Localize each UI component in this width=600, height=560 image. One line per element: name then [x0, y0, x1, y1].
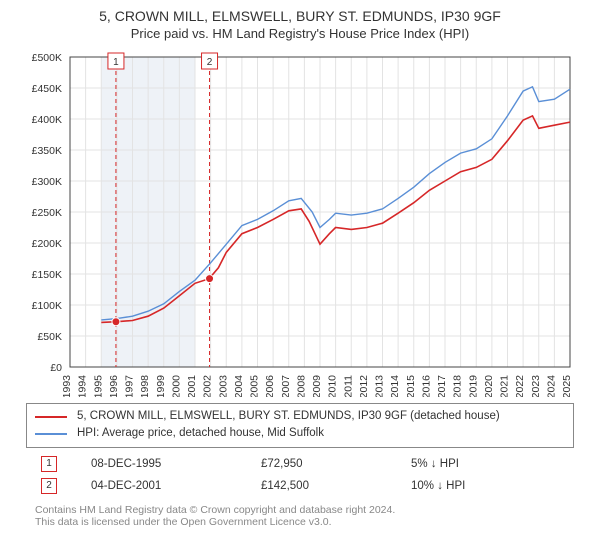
- svg-text:1993: 1993: [61, 375, 73, 397]
- svg-text:2007: 2007: [280, 375, 292, 397]
- svg-text:2011: 2011: [342, 375, 354, 397]
- svg-text:2024: 2024: [545, 375, 557, 397]
- svg-text:2017: 2017: [436, 375, 448, 397]
- legend-swatch-hpi: [35, 433, 67, 435]
- svg-text:2022: 2022: [514, 375, 526, 397]
- svg-text:2015: 2015: [405, 375, 417, 397]
- chart-titles: 5, CROWN MILL, ELMSWELL, BURY ST. EDMUND…: [12, 8, 588, 41]
- svg-text:£400K: £400K: [32, 114, 62, 126]
- footer-line-2: This data is licensed under the Open Gov…: [35, 516, 565, 528]
- svg-text:2005: 2005: [249, 375, 261, 397]
- svg-text:2: 2: [207, 57, 213, 68]
- svg-text:£500K: £500K: [32, 52, 62, 64]
- legend-box: 5, CROWN MILL, ELMSWELL, BURY ST. EDMUND…: [26, 403, 574, 448]
- svg-text:£450K: £450K: [32, 83, 62, 95]
- svg-text:2008: 2008: [295, 375, 307, 397]
- chart-area: £0 £50K £100K £150K £200K £250K £300K £350K £400…: [12, 47, 588, 397]
- svg-text:1: 1: [113, 57, 119, 68]
- marker-badge-1: 1: [41, 456, 57, 472]
- svg-text:2002: 2002: [202, 375, 214, 397]
- svg-text:2019: 2019: [467, 375, 479, 397]
- chart-title-address: 5, CROWN MILL, ELMSWELL, BURY ST. EDMUND…: [12, 8, 588, 24]
- marker-date-1: 08-DEC-1995: [87, 454, 255, 474]
- marker-row-2: 2 04-DEC-2001 £142,500 10% ↓ HPI: [37, 476, 563, 496]
- svg-text:2018: 2018: [452, 375, 464, 397]
- svg-text:2013: 2013: [374, 375, 386, 397]
- svg-text:1995: 1995: [92, 375, 104, 397]
- marker-date-2: 04-DEC-2001: [87, 476, 255, 496]
- markers-table: 1 08-DEC-1995 £72,950 5% ↓ HPI 2 04-DEC-…: [35, 452, 565, 498]
- svg-text:£250K: £250K: [32, 207, 62, 219]
- svg-text:£100K: £100K: [32, 300, 62, 312]
- marker-delta-1: 5% ↓ HPI: [407, 454, 563, 474]
- svg-text:2012: 2012: [358, 375, 370, 397]
- chart-subtitle: Price paid vs. HM Land Registry's House …: [12, 26, 588, 41]
- svg-text:2000: 2000: [170, 375, 182, 397]
- svg-text:£300K: £300K: [32, 176, 62, 188]
- svg-text:2003: 2003: [217, 375, 229, 397]
- svg-text:2010: 2010: [327, 375, 339, 397]
- svg-text:2001: 2001: [186, 375, 198, 397]
- svg-text:1997: 1997: [124, 375, 136, 397]
- svg-text:£350K: £350K: [32, 145, 62, 157]
- svg-text:£150K: £150K: [32, 269, 62, 281]
- svg-text:2014: 2014: [389, 375, 401, 397]
- marker-price-1: £72,950: [257, 454, 405, 474]
- legend-label-price-paid: 5, CROWN MILL, ELMSWELL, BURY ST. EDMUND…: [77, 408, 500, 425]
- svg-text:2016: 2016: [420, 375, 432, 397]
- legend-swatch-price-paid: [35, 416, 67, 418]
- svg-text:1996: 1996: [108, 375, 120, 397]
- svg-text:1999: 1999: [155, 375, 167, 397]
- marker-price-2: £142,500: [257, 476, 405, 496]
- svg-text:2020: 2020: [483, 375, 495, 397]
- marker-row-1: 1 08-DEC-1995 £72,950 5% ↓ HPI: [37, 454, 563, 474]
- svg-text:1994: 1994: [77, 375, 89, 397]
- marker-badge-2: 2: [41, 478, 57, 494]
- legend-row-hpi: HPI: Average price, detached house, Mid …: [35, 425, 565, 442]
- svg-text:1998: 1998: [139, 375, 151, 397]
- svg-text:2006: 2006: [264, 375, 276, 397]
- svg-text:2021: 2021: [499, 375, 511, 397]
- legend-row-price-paid: 5, CROWN MILL, ELMSWELL, BURY ST. EDMUND…: [35, 408, 565, 425]
- footer-line-1: Contains HM Land Registry data © Crown c…: [35, 504, 565, 516]
- svg-text:2004: 2004: [233, 375, 245, 397]
- svg-text:2009: 2009: [311, 375, 323, 397]
- footer-attribution: Contains HM Land Registry data © Crown c…: [35, 502, 565, 528]
- marker-delta-2: 10% ↓ HPI: [407, 476, 563, 496]
- svg-text:2025: 2025: [561, 375, 573, 397]
- svg-text:2023: 2023: [530, 375, 542, 397]
- legend-label-hpi: HPI: Average price, detached house, Mid …: [77, 425, 324, 442]
- svg-text:£0: £0: [50, 362, 62, 374]
- svg-text:£50K: £50K: [37, 331, 62, 343]
- line-chart-svg: £0 £50K £100K £150K £200K £250K £300K £350K £400…: [20, 47, 580, 397]
- svg-text:£200K: £200K: [32, 238, 62, 250]
